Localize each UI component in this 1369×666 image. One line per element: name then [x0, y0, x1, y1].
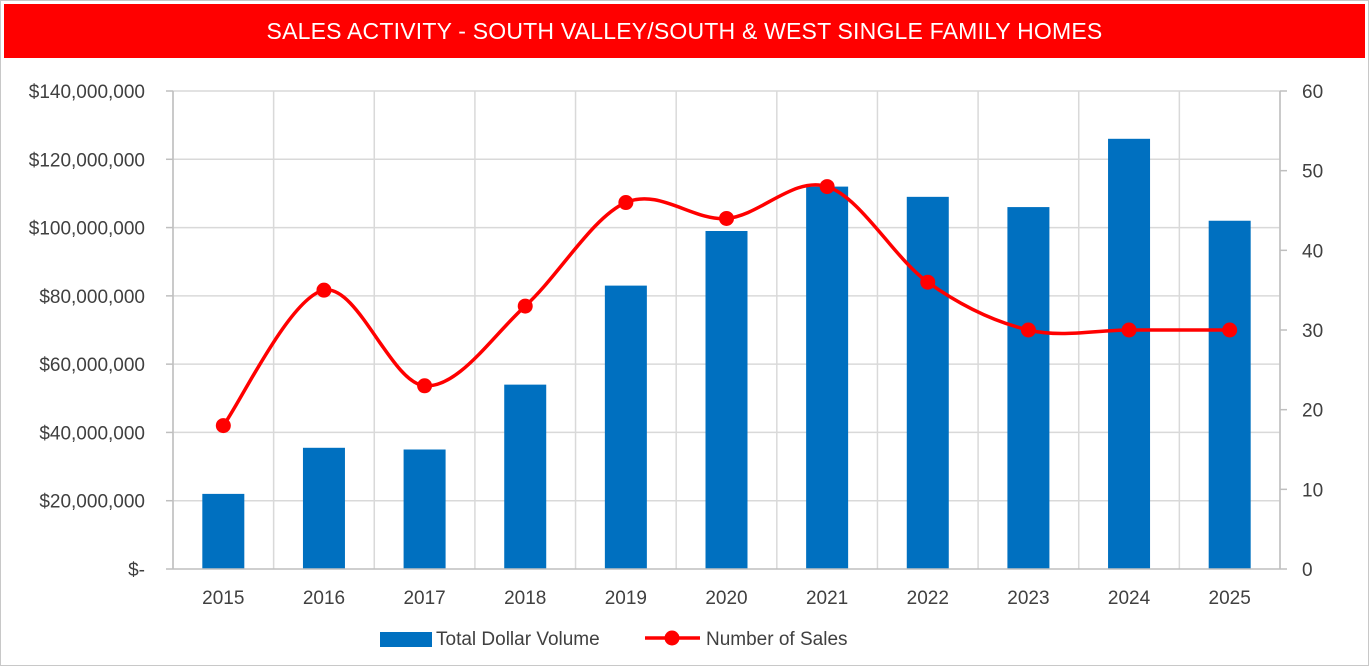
legend-line-marker	[664, 630, 680, 646]
line-series	[215, 179, 1238, 434]
right-tick-label: 20	[1302, 401, 1323, 422]
left-tick-label: $20,000,000	[39, 492, 145, 513]
title-bar: SALES ACTIVITY - SOUTH VALLEY/SOUTH & WE…	[4, 4, 1365, 58]
sales-point	[1020, 322, 1036, 338]
legend-label-bars: Total Dollar Volume	[436, 629, 600, 650]
left-tick-label: $100,000,000	[29, 219, 145, 240]
x-tick-label: 2020	[705, 588, 747, 609]
legend-bar-swatch	[380, 632, 432, 647]
bar	[504, 384, 547, 569]
bar	[1208, 220, 1251, 569]
x-tick-label: 2017	[403, 588, 445, 609]
sales-line	[221, 183, 1230, 427]
legend-label-line: Number of Sales	[706, 629, 848, 650]
sales-point	[1222, 322, 1238, 338]
x-tick-label: 2022	[907, 588, 949, 609]
tick-labels: $- $20,000,000 $40,000,000 $60,000,000 $80,0…	[29, 82, 1323, 609]
bar	[302, 447, 345, 569]
x-tick-label: 2018	[504, 588, 546, 609]
x-tick-label: 2021	[806, 588, 848, 609]
sales-point	[920, 274, 936, 290]
left-tick-label: $140,000,000	[29, 82, 145, 103]
x-tick-label: 2025	[1209, 588, 1251, 609]
x-tick-label: 2015	[202, 588, 244, 609]
bar	[403, 449, 446, 569]
sales-point	[316, 282, 332, 298]
bar	[604, 285, 647, 569]
right-tick-label: 0	[1302, 560, 1313, 581]
left-tick-label: $120,000,000	[29, 150, 145, 171]
bar-series	[202, 138, 1251, 570]
sales-point	[417, 378, 433, 394]
axes	[166, 90, 1287, 570]
bar	[202, 493, 245, 569]
sales-point	[719, 210, 734, 226]
x-tick-label: 2016	[303, 588, 345, 609]
left-tick-label: $80,000,000	[39, 287, 145, 308]
x-tick-label: 2019	[605, 588, 647, 609]
left-tick-label: $-	[128, 560, 145, 581]
bar	[906, 196, 949, 570]
right-tick-label: 30	[1302, 321, 1323, 342]
sales-point	[819, 179, 835, 195]
legend: Total Dollar Volume Number of Sales	[380, 629, 848, 650]
bar	[705, 230, 748, 569]
bar	[1108, 138, 1151, 570]
sales-point	[618, 195, 634, 211]
x-tick-label: 2023	[1007, 588, 1049, 609]
chart-title: SALES ACTIVITY - SOUTH VALLEY/SOUTH & WE…	[266, 17, 1103, 44]
left-tick-label: $60,000,000	[39, 355, 145, 376]
sales-point	[215, 418, 231, 434]
right-tick-label: 10	[1302, 480, 1323, 501]
bar	[1007, 207, 1050, 570]
left-tick-label: $40,000,000	[39, 423, 145, 444]
x-tick-label: 2024	[1108, 588, 1151, 609]
right-tick-label: 50	[1302, 162, 1323, 183]
bar	[806, 186, 849, 569]
right-tick-label: 40	[1302, 241, 1323, 262]
right-tick-label: 60	[1302, 82, 1323, 103]
sales-point	[517, 298, 533, 314]
sales-point	[1121, 322, 1137, 338]
